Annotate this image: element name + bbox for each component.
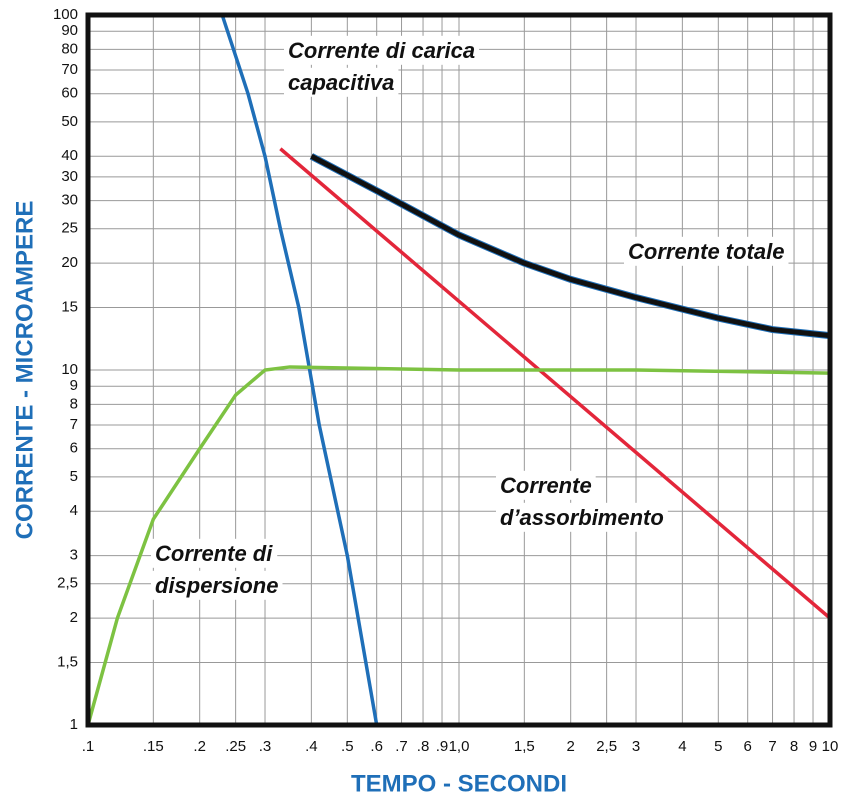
y-tick-label: 70 bbox=[61, 61, 78, 78]
x-tick-label: 3 bbox=[632, 738, 640, 755]
x-tick-label: 10 bbox=[822, 738, 839, 755]
x-tick-label: .3 bbox=[259, 738, 272, 755]
x-tick-label: 2 bbox=[567, 738, 575, 755]
annotation: d’assorbimento bbox=[500, 505, 664, 530]
annotation-bg bbox=[151, 570, 283, 600]
y-tick-label: 30 bbox=[61, 192, 78, 209]
x-tick-label: 7 bbox=[768, 738, 776, 755]
x-tick-label: 8 bbox=[790, 738, 798, 755]
y-tick-label: 6 bbox=[70, 440, 78, 457]
y-tick-label: 10 bbox=[61, 361, 78, 378]
annotation: Corrente di bbox=[155, 541, 273, 566]
x-tick-label: .6 bbox=[370, 738, 383, 755]
x-tick-label: 1,5 bbox=[514, 738, 535, 755]
x-axis-label: TEMPO - SECONDI bbox=[351, 770, 567, 797]
annotation: Corrente bbox=[500, 473, 592, 498]
y-tick-label: 9 bbox=[70, 377, 78, 394]
y-tick-label: 2,5 bbox=[57, 575, 78, 592]
y-tick-label: 15 bbox=[61, 298, 78, 315]
x-tick-label: .5 bbox=[341, 738, 354, 755]
line bbox=[310, 154, 831, 339]
y-tick-label: 90 bbox=[61, 22, 78, 39]
annotation: dispersione bbox=[155, 573, 278, 598]
x-tick-label: .1 bbox=[82, 738, 95, 755]
annotation-bg bbox=[496, 502, 668, 532]
annotation: capacitiva bbox=[288, 70, 394, 95]
annotation: Corrente di carica bbox=[288, 38, 475, 63]
y-tick-label: 3 bbox=[70, 547, 78, 564]
x-tick-label: 1,0 bbox=[449, 738, 470, 755]
y-tick-label: 80 bbox=[61, 40, 78, 57]
x-tick-label: .8 bbox=[417, 738, 430, 755]
annotation-bg bbox=[496, 470, 596, 500]
y-tick-label: 1,5 bbox=[57, 653, 78, 670]
x-tick-label: 4 bbox=[678, 738, 686, 755]
x-tick-label: 6 bbox=[744, 738, 752, 755]
line bbox=[86, 365, 831, 726]
y-axis-label: CORRENTE - MICROAMPERE bbox=[11, 201, 38, 540]
y-tick-label: 2 bbox=[70, 609, 78, 626]
y-tick-label: 7 bbox=[70, 416, 78, 433]
x-tick-label: .9 bbox=[436, 738, 449, 755]
line bbox=[220, 14, 379, 726]
line bbox=[279, 147, 832, 620]
x-tick-label: .4 bbox=[305, 738, 318, 755]
x-tick-label: .25 bbox=[225, 738, 246, 755]
y-tick-label: 5 bbox=[70, 468, 78, 485]
annotation: Corrente totale bbox=[628, 239, 784, 264]
x-tick-label: 2,5 bbox=[596, 738, 617, 755]
y-tick-label: 100 bbox=[53, 6, 78, 23]
x-tick-label: .2 bbox=[193, 738, 206, 755]
y-tick-label: 20 bbox=[61, 254, 78, 271]
annotation-bg bbox=[284, 67, 399, 97]
x-tick-label: 9 bbox=[809, 738, 817, 755]
y-tick-label: 8 bbox=[70, 395, 78, 412]
annotation-bg bbox=[151, 538, 278, 568]
y-tick-label: 40 bbox=[61, 147, 78, 164]
y-tick-label: 30 bbox=[61, 168, 78, 185]
x-tick-label: .15 bbox=[143, 738, 164, 755]
y-tick-label: 4 bbox=[70, 502, 78, 519]
y-tick-label: 25 bbox=[61, 220, 78, 237]
y-tick-label: 60 bbox=[61, 85, 78, 102]
x-tick-label: .7 bbox=[395, 738, 408, 755]
annotation-bg bbox=[284, 35, 480, 65]
plot-frame bbox=[85, 12, 833, 728]
x-tick-label: 5 bbox=[714, 738, 722, 755]
annotation-bg bbox=[624, 236, 789, 266]
y-tick-label: 50 bbox=[61, 113, 78, 130]
y-tick-label: 1 bbox=[70, 716, 78, 733]
